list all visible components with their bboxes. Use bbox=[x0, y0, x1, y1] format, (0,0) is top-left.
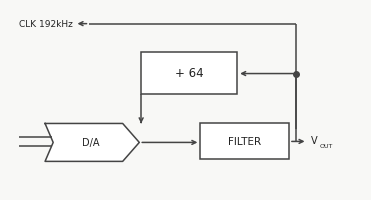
Text: CLK 192kHz: CLK 192kHz bbox=[19, 20, 73, 29]
Text: D/A: D/A bbox=[82, 138, 100, 148]
Text: OUT: OUT bbox=[319, 143, 333, 148]
Bar bbox=[141, 52, 237, 94]
Text: FILTER: FILTER bbox=[228, 137, 261, 147]
Text: + 64: + 64 bbox=[175, 67, 204, 80]
Text: V: V bbox=[311, 136, 318, 146]
Polygon shape bbox=[45, 124, 139, 162]
Bar bbox=[200, 124, 289, 160]
